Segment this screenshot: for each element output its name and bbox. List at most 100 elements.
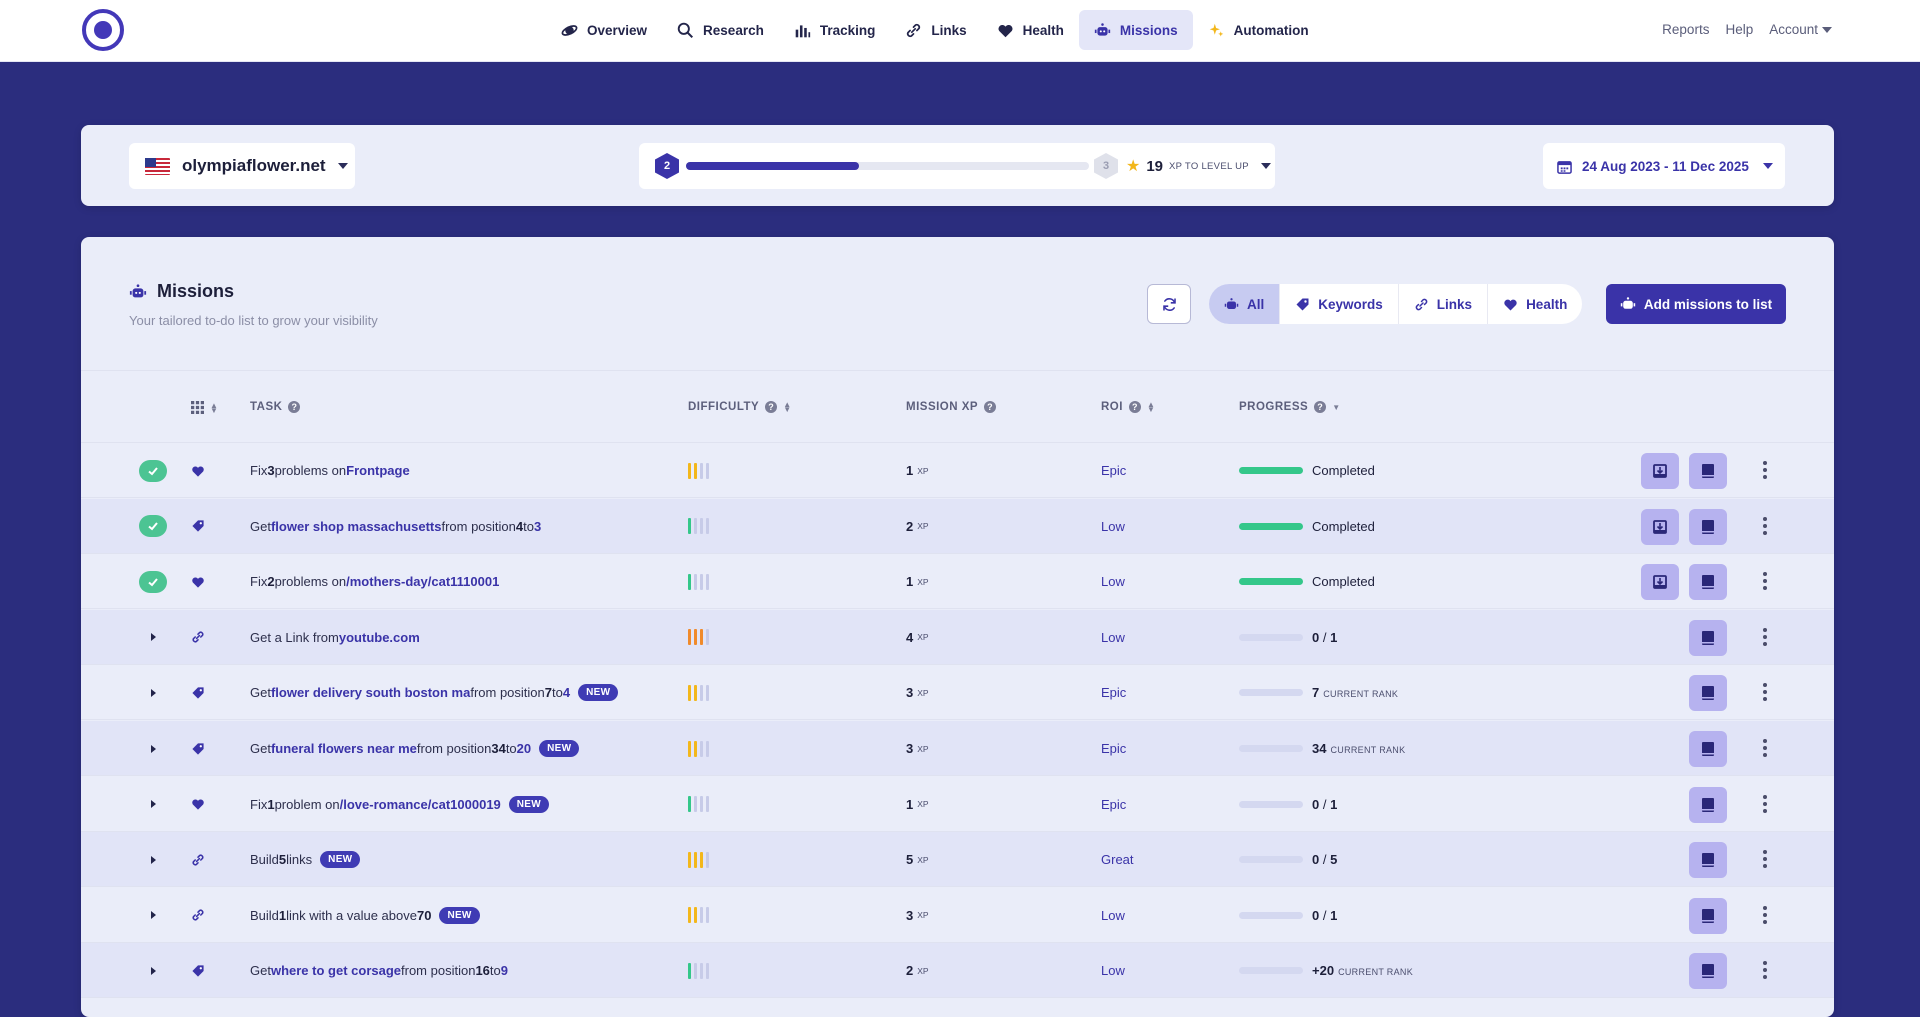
column-selector[interactable]: ▲ ▼: [191, 401, 218, 414]
nav-automation[interactable]: Automation: [1193, 10, 1324, 50]
expand-arrow-icon[interactable]: [150, 744, 156, 753]
nav-missions[interactable]: Missions: [1078, 10, 1193, 50]
expand-arrow-icon[interactable]: [150, 688, 156, 697]
nav-overview[interactable]: Overview: [546, 10, 662, 50]
progress-track: [1239, 911, 1303, 919]
more-options-icon[interactable]: [1763, 850, 1767, 869]
more-options-icon[interactable]: [1763, 961, 1767, 980]
task-target-link[interactable]: where to get corsage: [270, 963, 402, 979]
th-difficulty[interactable]: DIFFICULTY? ▲ ▼: [688, 401, 792, 414]
filter-health[interactable]: Health: [1488, 284, 1582, 324]
guide-button[interactable]: [1689, 842, 1727, 879]
task-target-link[interactable]: 20: [516, 741, 532, 756]
table-row[interactable]: Get flower shop massachusetts from posit…: [81, 498, 1834, 554]
th-progress[interactable]: PROGRESS? ▼: [1239, 401, 1341, 413]
sparkles-icon: [1209, 23, 1223, 36]
status-cell: [133, 499, 173, 554]
guide-button[interactable]: [1689, 786, 1727, 823]
th-roi[interactable]: ROI? ▲ ▼: [1101, 401, 1155, 414]
expand-arrow-icon[interactable]: [150, 966, 156, 975]
task-text: to: [489, 963, 501, 979]
logo-icon[interactable]: [82, 9, 124, 51]
guide-button[interactable]: [1689, 731, 1727, 767]
more-options-icon[interactable]: [1763, 739, 1767, 757]
task-target-link[interactable]: 9: [500, 963, 508, 979]
filter-links[interactable]: Links: [1399, 284, 1489, 324]
check-icon[interactable]: [139, 515, 167, 538]
help-icon[interactable]: ?: [1314, 401, 1327, 413]
more-options-icon[interactable]: [1763, 905, 1767, 924]
table-row[interactable]: Get funeral flowers near me from positio…: [81, 721, 1834, 776]
nav-links[interactable]: Links: [890, 10, 981, 50]
guide-button[interactable]: [1689, 508, 1727, 545]
help-link[interactable]: Help: [1725, 22, 1754, 37]
guide-button[interactable]: [1689, 619, 1727, 656]
more-options-icon[interactable]: [1763, 627, 1767, 646]
task-target-link[interactable]: flower delivery south boston ma: [270, 685, 471, 701]
task-target-link[interactable]: /mothers-day/cat1110001: [346, 574, 500, 590]
add-missions-button[interactable]: Add missions to list: [1606, 284, 1786, 324]
archive-button[interactable]: [1641, 453, 1679, 489]
archive-button[interactable]: [1641, 564, 1679, 601]
date-range-picker[interactable]: 24 Aug 2023 - 11 Dec 2025: [1543, 143, 1785, 189]
roi-cell: Low: [1101, 518, 1125, 534]
more-options-icon[interactable]: [1763, 516, 1767, 535]
robot-icon: [1094, 22, 1111, 36]
guide-button[interactable]: [1689, 953, 1727, 990]
task-text: problems on: [274, 574, 347, 590]
domain-selector[interactable]: olympiaflower.net: [129, 143, 355, 189]
task-target-link[interactable]: /love-romance/cat1000019: [339, 796, 501, 812]
status-cell: [133, 721, 173, 776]
more-options-icon[interactable]: [1763, 461, 1767, 479]
task-cell: Get flower delivery south boston ma from…: [250, 665, 619, 720]
current-level-badge: 2: [655, 153, 679, 179]
filter-keywords[interactable]: Keywords: [1280, 284, 1399, 324]
account-menu[interactable]: Account: [1769, 22, 1832, 37]
account-label: Account: [1769, 22, 1818, 37]
table-row[interactable]: Fix 1 problem on /love-romance/cat100001…: [81, 776, 1834, 832]
help-icon[interactable]: ?: [984, 401, 997, 413]
check-icon[interactable]: [139, 459, 167, 482]
filter-all[interactable]: All: [1209, 284, 1281, 324]
table-row[interactable]: Build 5 links NEW 5 XP Great 0 / 5: [81, 832, 1834, 888]
table-row[interactable]: Fix 3 problems on Frontpage 1 XP Epic Com…: [81, 443, 1834, 498]
help-icon[interactable]: ?: [1128, 401, 1141, 413]
check-icon[interactable]: [139, 570, 167, 593]
nav-health[interactable]: Health: [982, 10, 1079, 50]
difficulty-bar: [694, 851, 697, 868]
reports-link[interactable]: Reports: [1662, 22, 1710, 37]
nav-tracking[interactable]: Tracking: [779, 10, 891, 50]
progress-label: 7 CURRENT RANK: [1312, 685, 1398, 700]
nav-research[interactable]: Research: [662, 10, 779, 50]
task-target-link[interactable]: funeral flowers near me: [270, 741, 417, 756]
more-options-icon[interactable]: [1763, 794, 1767, 813]
help-icon[interactable]: ?: [288, 401, 301, 413]
guide-button[interactable]: [1689, 564, 1727, 601]
expand-arrow-icon[interactable]: [150, 911, 156, 920]
refresh-button[interactable]: [1147, 284, 1191, 324]
guide-button[interactable]: [1689, 453, 1727, 489]
guide-button[interactable]: [1689, 675, 1727, 712]
level-progress[interactable]: 2 3 ★ 19 XP TO LEVEL UP: [639, 143, 1275, 189]
archive-button[interactable]: [1641, 508, 1679, 545]
task-target-link[interactable]: Frontpage: [346, 463, 410, 478]
table-row[interactable]: Get flower delivery south boston ma from…: [81, 665, 1834, 721]
table-row[interactable]: Get a Link from youtube.com 4 XP Low 0 / …: [81, 609, 1834, 665]
more-options-icon[interactable]: [1763, 683, 1767, 702]
difficulty-bar: [706, 684, 709, 701]
guide-button[interactable]: [1689, 897, 1727, 934]
table-row[interactable]: Fix 2 problems on /mothers-day/cat111000…: [81, 554, 1834, 610]
expand-arrow-icon[interactable]: [150, 633, 156, 642]
xp-value: 5: [906, 852, 914, 868]
task-target-link[interactable]: youtube.com: [338, 629, 420, 645]
difficulty-bar: [706, 629, 709, 646]
table-row[interactable]: Get where to get corsage from position 1…: [81, 943, 1834, 999]
task-target-link[interactable]: 3: [533, 518, 542, 534]
more-options-icon[interactable]: [1763, 572, 1767, 591]
task-target-link[interactable]: flower shop massachusetts: [270, 518, 442, 534]
expand-arrow-icon[interactable]: [150, 800, 156, 809]
task-target-link[interactable]: 4: [562, 685, 571, 701]
expand-arrow-icon[interactable]: [150, 855, 156, 864]
help-icon[interactable]: ?: [765, 401, 778, 413]
